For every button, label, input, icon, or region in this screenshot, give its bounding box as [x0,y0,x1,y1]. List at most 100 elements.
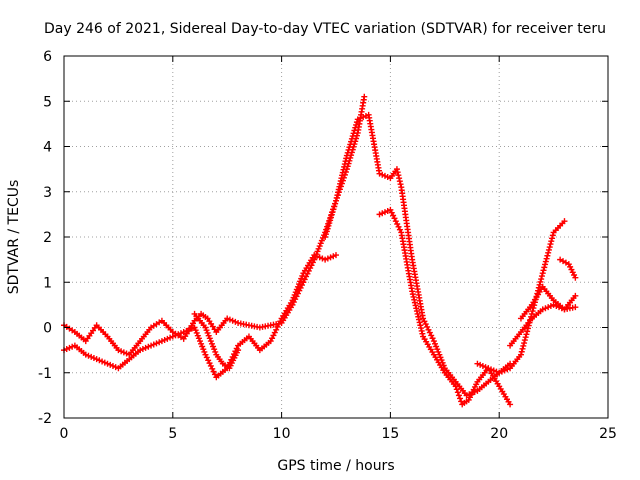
data-point [376,170,383,177]
data-point [298,275,305,282]
data-point [395,172,402,179]
data-point [299,272,306,279]
data-point [324,225,331,232]
series-track-g [517,283,579,322]
data-point [203,327,210,334]
data-point [318,237,325,244]
data-point [66,344,73,351]
data-point [290,294,297,301]
x-tick-label: 20 [490,426,508,442]
data-point [396,178,403,185]
data-point [328,211,335,218]
data-point [545,246,552,253]
data-point [289,297,296,304]
data-point [541,264,548,271]
data-point [519,345,526,352]
data-point [316,254,323,261]
data-point [153,340,160,347]
data-point [161,336,168,343]
series-track-h [557,256,579,281]
y-tick-label: -1 [38,366,52,382]
data-point [351,127,358,134]
x-axis-title: GPS time / hours [277,458,394,474]
data-point [353,121,360,128]
data-point [347,141,354,148]
data-point [206,335,213,342]
data-point [333,252,339,259]
data-point [396,175,403,182]
y-tick-label: 5 [43,94,52,110]
data-point [229,317,236,324]
x-tick-labels: 0 5 10 15 20 25 [60,426,617,442]
data-point [296,281,303,288]
data-point [433,343,440,350]
data-point [352,124,359,131]
data-point [360,114,367,121]
data-point [521,340,528,347]
y-tick-labels: -2 -1 0 1 2 3 4 5 6 [38,49,52,427]
data-point [297,278,304,285]
data-point [137,347,144,354]
data-point [498,368,505,375]
data-point [524,328,531,335]
data-point [115,347,122,354]
data-point [543,255,550,262]
data-point [195,335,202,342]
data-point [158,338,165,345]
data-point [63,345,70,352]
data-point [549,232,556,239]
data-point [177,330,184,337]
data-point [537,278,544,285]
data-point [316,243,323,250]
data-point [232,318,239,325]
data-point [523,331,530,338]
data-point [452,383,459,390]
data-point [82,351,89,358]
data-point [139,345,146,352]
data-point [540,267,547,274]
data-point [536,281,543,288]
data-point [434,346,441,353]
data-point [88,353,95,360]
data-point [205,332,212,339]
data-point [148,342,155,349]
data-point [345,146,352,153]
data-point [109,362,116,369]
data-point [226,316,233,323]
data-point [482,364,489,371]
data-point [361,93,368,100]
data-point [572,274,579,281]
data-point [235,347,242,354]
data-point [548,238,555,245]
y-tick-label: 0 [43,321,52,337]
data-point [192,327,199,334]
data-point [93,356,100,363]
series-track-i [191,310,242,372]
data-point [394,169,401,176]
data-point [348,135,355,142]
data-point [488,366,495,373]
data-point [457,395,464,402]
data-point [542,261,549,268]
data-point [331,203,338,210]
data-point [384,174,391,181]
data-point [327,217,334,224]
data-point [183,327,190,334]
data-point [379,210,386,217]
data-point [207,338,214,345]
data-point [188,325,195,332]
data-point [313,253,320,260]
data-point [544,252,551,259]
data-point [293,286,300,293]
data-point [454,389,461,396]
data-point [118,348,125,355]
data-point [545,304,552,311]
data-point [142,344,149,351]
data-point [524,325,531,332]
data-point [393,166,400,173]
data-point [330,206,337,213]
data-point [432,340,439,347]
data-point [194,332,201,339]
data-point [175,331,182,338]
data-point [202,324,209,331]
